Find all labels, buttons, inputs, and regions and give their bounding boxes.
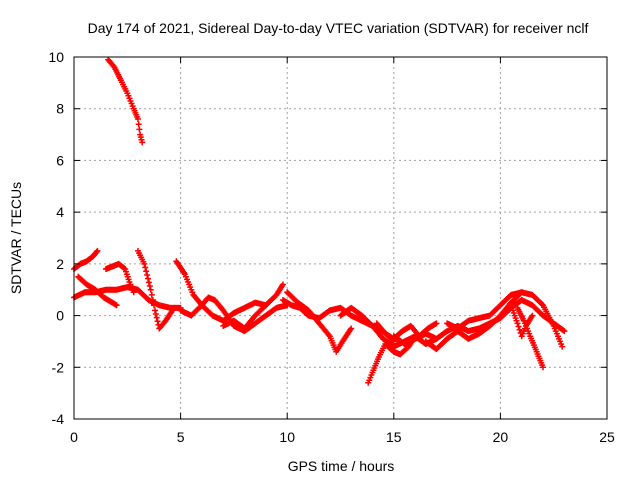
data-point: [154, 318, 161, 325]
y-tick-label: -2: [52, 359, 65, 375]
data-point: [135, 121, 142, 128]
data-point: [540, 364, 547, 371]
data-point: [147, 286, 154, 293]
plot-frame: [73, 56, 608, 420]
data-point: [518, 289, 525, 296]
data-point: [121, 265, 128, 272]
data-point: [152, 307, 159, 314]
series-arc-4: [75, 273, 120, 309]
x-tick-label: 15: [386, 429, 402, 445]
data-point: [136, 126, 143, 133]
data-point: [134, 116, 141, 123]
series-arc-5: [102, 260, 137, 296]
x-tick-label: 10: [279, 429, 295, 445]
x-axis-label: GPS time / hours: [288, 458, 395, 474]
data-point: [143, 268, 150, 275]
data-point: [141, 260, 148, 267]
data-point: [561, 328, 568, 335]
data-point: [279, 281, 286, 288]
data-point: [529, 312, 536, 319]
data-point: [144, 271, 151, 278]
y-axis-label: SDTVAR / TECUs: [8, 182, 24, 294]
series-arc-1: [105, 56, 146, 146]
data-point: [113, 302, 120, 309]
series-arc-13: [365, 333, 419, 386]
data-point: [130, 289, 137, 296]
data-point: [516, 326, 523, 333]
y-tick-label: 0: [56, 308, 64, 324]
data-point: [145, 279, 152, 286]
data-point: [142, 264, 149, 271]
data-point: [149, 297, 156, 304]
series-arc-17: [444, 289, 525, 332]
series-arc-6: [134, 247, 178, 332]
data-point: [146, 283, 153, 290]
data-point: [94, 247, 101, 254]
y-tick-label: -4: [52, 411, 65, 427]
x-tick-label: 5: [177, 429, 185, 445]
data-point: [171, 304, 178, 311]
series-arc-2: [71, 247, 101, 273]
y-tick-label: 6: [56, 152, 64, 168]
data-point: [93, 248, 100, 255]
series-arc-9: [220, 281, 286, 332]
grid-lines: [74, 57, 607, 419]
data-point: [153, 314, 160, 321]
x-tick-label: 25: [599, 429, 615, 445]
series-arc-11: [284, 289, 355, 355]
data-point: [348, 325, 355, 332]
x-tick-label: 0: [70, 429, 78, 445]
y-tick-label: 4: [56, 204, 64, 220]
data-point: [433, 320, 440, 327]
data-point: [559, 343, 566, 350]
data-point: [538, 301, 545, 308]
y-tick-label: 8: [56, 101, 64, 117]
data-markers: [71, 56, 568, 386]
data-point: [148, 291, 155, 298]
axis-ticks: 0 5 10 15 20 25 -4 -2 0 2 4 6 8 10: [48, 49, 615, 445]
series-arc-7: [173, 258, 269, 324]
data-point: [139, 139, 146, 146]
data-point: [150, 302, 157, 309]
data-point: [560, 327, 567, 334]
y-tick-label: 2: [56, 256, 64, 272]
chart-title: Day 174 of 2021, Sidereal Day-to-day VTE…: [88, 20, 589, 36]
y-tick-label: 10: [48, 49, 64, 65]
series-arc-16: [422, 289, 566, 353]
data-point: [152, 311, 159, 318]
series-arc-19: [514, 304, 547, 371]
data-point: [145, 275, 152, 282]
data-point: [515, 323, 522, 330]
data-point: [514, 320, 521, 327]
x-tick-label: 20: [493, 429, 509, 445]
